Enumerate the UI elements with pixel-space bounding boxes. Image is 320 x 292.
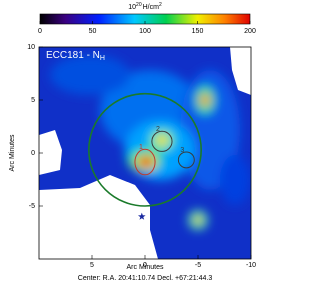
footer: Center: R.A. 20:41:10.74 Decl. +67:21:44… (78, 275, 213, 282)
colorbar-tick-label: 0 (38, 28, 42, 35)
region-label: 2 (156, 126, 160, 133)
colorbar-tick-label: 150 (192, 28, 204, 35)
colorbar-label: 1020H/cm2 (128, 2, 162, 11)
colorbar-tick-label: 200 (244, 28, 256, 35)
x-tick-label: -5 (195, 262, 201, 269)
x-tick-label: 5 (90, 262, 94, 269)
colorbar-tick-label: 100 (139, 28, 151, 35)
chart-title: ECC181 - NH (46, 50, 105, 62)
y-axis-label: Arc Minutes (9, 134, 16, 171)
region (134, 148, 156, 176)
star (138, 212, 146, 220)
region-label: 3 (180, 147, 184, 154)
y-tick-label: 5 (31, 97, 35, 104)
y-tick-label: 0 (31, 150, 35, 157)
y-tick-label: -5 (29, 203, 35, 210)
x-tick-label: 0 (143, 262, 147, 269)
y-tick-label: 10 (27, 44, 35, 51)
heatmap (39, 47, 251, 259)
region (177, 151, 195, 169)
x-axis-label: Arc Minutes (127, 264, 164, 271)
region (151, 130, 173, 152)
region-label: 1 (139, 144, 143, 151)
big-circle (88, 92, 202, 207)
chart: ECC181 - NH 1020H/cm2 Arc Minutes Center… (9, 2, 256, 282)
colorbar-tick-label: 50 (89, 28, 97, 35)
x-tick-label: -10 (246, 262, 256, 269)
